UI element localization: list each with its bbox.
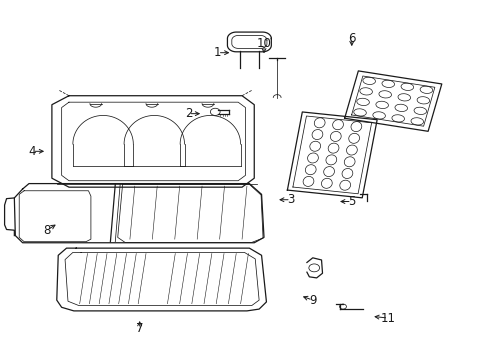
Text: 5: 5 (347, 195, 355, 208)
Text: 6: 6 (347, 32, 355, 45)
Text: 9: 9 (308, 294, 316, 307)
Text: 10: 10 (256, 37, 271, 50)
Text: 3: 3 (286, 193, 294, 206)
Text: 8: 8 (43, 224, 51, 237)
Text: 4: 4 (29, 145, 36, 158)
Text: 2: 2 (184, 107, 192, 120)
Text: 1: 1 (213, 46, 221, 59)
Text: 7: 7 (136, 322, 143, 335)
Text: 11: 11 (380, 311, 395, 325)
